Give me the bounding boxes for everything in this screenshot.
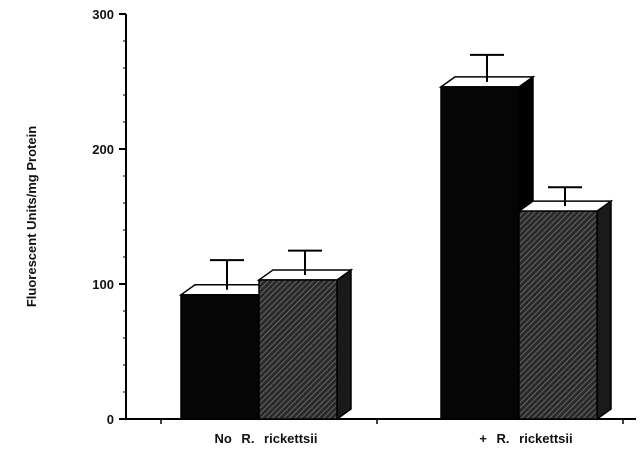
x-category-label: + R. rickettsii [479, 431, 572, 446]
y-tick-label: 0 [107, 412, 114, 427]
bar-front-face [440, 86, 520, 420]
bar-side-face [596, 199, 612, 421]
bar-front-face [258, 279, 338, 420]
bar-front-face [518, 210, 598, 420]
y-tick-label: 200 [92, 142, 114, 157]
y-axis-title: Fluorescent Units/mg Protein [24, 126, 39, 307]
bar-side-face [336, 268, 352, 421]
x-category-label: No R. rickettsii [214, 431, 317, 446]
bar-front-face [180, 294, 260, 420]
y-tick-label: 100 [92, 277, 114, 292]
y-tick-label: 300 [92, 7, 114, 22]
